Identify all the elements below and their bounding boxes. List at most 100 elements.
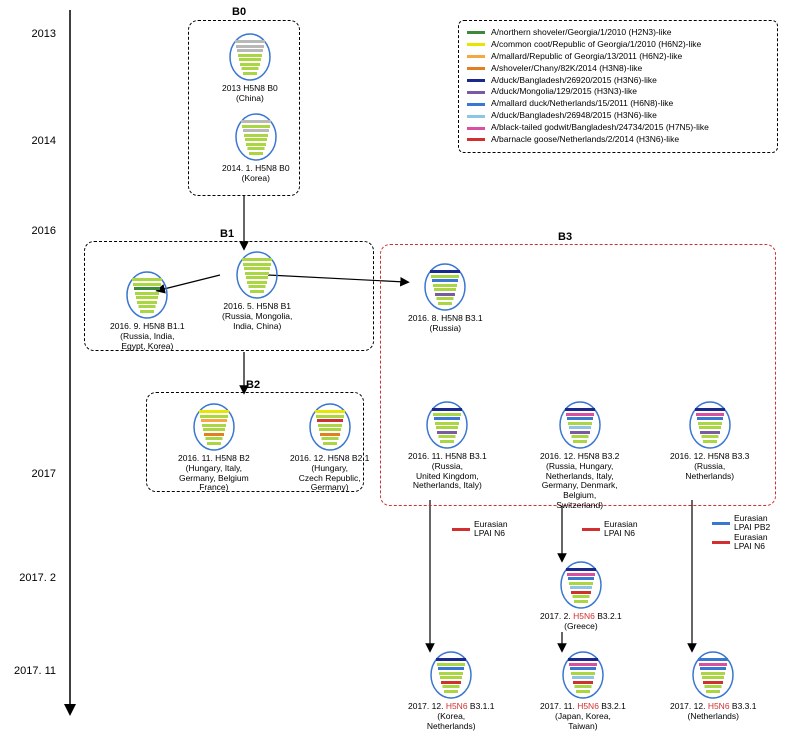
gene-segment <box>572 676 594 679</box>
gene-segment <box>701 672 725 675</box>
virus-node-b2: 2016. 11. H5N8 B2 (Hungary, Italy, Germa… <box>178 402 250 493</box>
gene-segment <box>571 435 588 438</box>
gene-segment <box>439 435 456 438</box>
gene-segment <box>700 667 726 670</box>
gene-segment <box>319 428 341 431</box>
gene-segment <box>242 258 272 261</box>
gene-segment <box>437 663 465 666</box>
legend-row: A/common coot/Republic of Georgia/1/2010… <box>467 39 769 51</box>
gene-segment <box>566 568 596 571</box>
gene-segment <box>247 281 267 284</box>
gene-segment <box>432 408 462 411</box>
virus-label: 2017. 11. H5N6 B3.2.1(Japan, Korea,Taiwa… <box>540 702 626 731</box>
virus-label: 2016. 11. H5N8 B2 (Hungary, Italy, Germa… <box>178 454 250 493</box>
gene-segment <box>571 591 591 594</box>
legend-swatch <box>467 115 485 118</box>
virus-node-b3_1b: 2016. 11. H5N8 B3.1 (Russia, United King… <box>408 400 487 491</box>
gene-segment <box>565 408 595 411</box>
gene-segment <box>567 573 595 576</box>
gene-segment <box>444 690 458 693</box>
legend-row: A/mallard/Republic of Georgia/13/2011 (H… <box>467 51 769 63</box>
gene-segment <box>321 437 338 440</box>
gene-segment <box>202 424 226 427</box>
legend-label: A/duck/Bangladesh/26948/2015 (H3N6)-like <box>491 110 657 122</box>
gene-segment <box>566 413 594 416</box>
gene-segment <box>436 658 466 661</box>
gene-segment <box>698 658 728 661</box>
gene-segment <box>700 431 720 434</box>
gene-segment <box>249 152 263 155</box>
side-annotation: Eurasian LPAI PB2Eurasian LPAI N6 <box>712 514 770 551</box>
gene-segment <box>242 125 270 128</box>
virus-icon <box>308 402 352 452</box>
gene-segment <box>702 676 724 679</box>
gene-segment <box>696 413 724 416</box>
legend-label: A/mallard duck/Netherlands/15/2011 (H6N8… <box>491 98 673 110</box>
gene-segment <box>132 278 162 281</box>
gene-segment <box>434 288 456 291</box>
gene-segment <box>245 272 269 275</box>
gene-segment <box>250 290 264 293</box>
legend-swatch <box>467 31 485 34</box>
legend-swatch <box>467 43 485 46</box>
gene-segment <box>246 143 266 146</box>
gene-segment <box>137 301 157 304</box>
side-annotation: Eurasian LPAI N6 <box>582 520 638 539</box>
virus-icon <box>429 650 473 700</box>
virus-node-b1_1: 2016. 9. H5N8 B1.1 (Russia, India, Egypt… <box>110 270 185 351</box>
gene-segment <box>320 433 340 436</box>
gene-segment <box>437 297 454 300</box>
legend-label: A/duck/Mongolia/129/2015 (H3N3)-like <box>491 86 637 98</box>
annotation-text: Eurasian LPAI N6 <box>604 520 638 539</box>
legend-row: A/mallard duck/Netherlands/15/2011 (H6N8… <box>467 98 769 110</box>
gene-segment <box>574 600 588 603</box>
gene-segment <box>243 72 257 75</box>
legend-swatch <box>467 138 485 141</box>
annotation-bar <box>712 541 730 544</box>
virus-label: 2016. 12. H5N8 B3.3 (Russia, Netherlands… <box>670 452 749 481</box>
gene-segment <box>133 283 161 286</box>
annotation-bar <box>452 528 470 531</box>
gene-segment <box>701 435 718 438</box>
legend-swatch <box>467 103 485 106</box>
gene-segment <box>435 293 455 296</box>
group-title-b0: B0 <box>232 6 246 18</box>
gene-segment <box>699 426 721 429</box>
gene-segment <box>705 685 722 688</box>
annotation-text: Eurasian LPAI N6 <box>734 533 768 552</box>
gene-segment <box>698 422 722 425</box>
virus-node-b1_main: 2016. 5. H5N8 B1 (Russia, Mongolia, Indi… <box>222 250 292 331</box>
gene-segment <box>199 410 229 413</box>
gene-segment <box>245 138 267 141</box>
gene-segment <box>573 681 593 684</box>
gene-segment <box>205 437 222 440</box>
gene-segment <box>576 690 590 693</box>
gene-segment <box>241 67 258 70</box>
gene-segment <box>568 422 592 425</box>
gene-segment <box>574 685 591 688</box>
virus-icon <box>558 400 602 450</box>
gene-segment <box>569 663 597 666</box>
gene-segment <box>203 428 225 431</box>
legend-label: A/duck/Bangladesh/26920/2015 (H3N6)-like <box>491 75 657 87</box>
legend-swatch <box>467 55 485 58</box>
gene-segment <box>244 134 268 137</box>
gene-segment <box>244 267 270 270</box>
gene-segment <box>207 442 221 445</box>
timeline-label: 2013 <box>6 28 56 40</box>
gene-segment <box>318 424 342 427</box>
side-annotation-row: Eurasian LPAI N6 <box>582 520 638 539</box>
gene-segment <box>572 595 589 598</box>
gene-segment <box>570 586 592 589</box>
virus-node-b0b: 2014. 1. H5N8 B0 (Korea) <box>222 112 290 184</box>
gene-segment <box>433 413 461 416</box>
gene-segment <box>239 58 261 61</box>
legend-label: A/shoveler/Chany/82K/2014 (H3N8)-like <box>491 63 642 75</box>
virus-icon <box>423 262 467 312</box>
virus-label: 2016. 12. H5N8 B3.2 (Russia, Hungary, Ne… <box>540 452 619 511</box>
virus-label: 2016. 5. H5N8 B1 (Russia, Mongolia, Indi… <box>222 302 292 331</box>
gene-segment <box>139 305 156 308</box>
virus-label: 2017. 12. H5N6 B3.1.1(Korea,Netherlands) <box>408 702 494 731</box>
gene-segment <box>235 40 265 43</box>
gene-segment <box>703 681 723 684</box>
